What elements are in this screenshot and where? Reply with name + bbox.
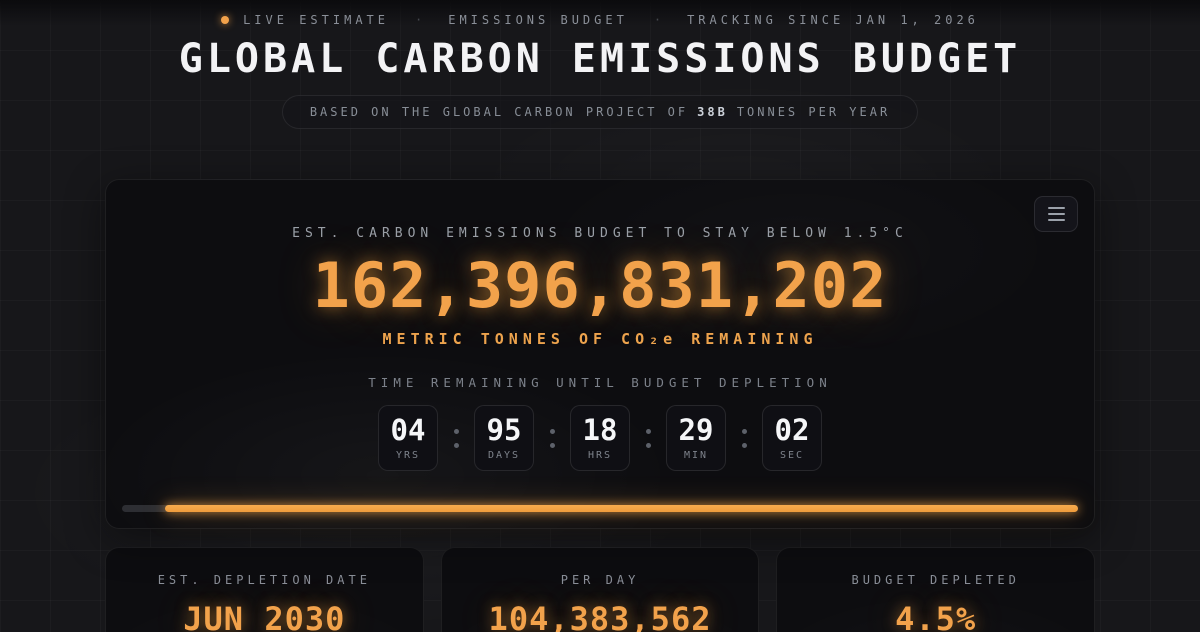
countdown-separator — [738, 405, 750, 471]
countdown-hours: 18 HRS — [570, 405, 630, 471]
countdown-seconds-label: SEC — [779, 449, 805, 461]
status-item-tracking: TRACKING SINCE JAN 1, 2026 — [687, 13, 979, 27]
countdown-days-label: DAYS — [487, 449, 521, 461]
countdown-separator — [546, 405, 558, 471]
page-title: GLOBAL CARBON EMISSIONS BUDGET — [178, 36, 1022, 82]
stat-value: 4.5% — [895, 600, 977, 632]
hamburger-menu-icon — [1047, 207, 1065, 209]
countdown-minutes: 29 MIN — [666, 405, 726, 471]
countdown-hours-value: 18 — [582, 412, 618, 447]
budget-remaining-value: 162,396,831,202 — [312, 249, 888, 322]
stats-row: EST. DEPLETION DATE JUN 2030 PER DAY 104… — [105, 547, 1096, 632]
subtitle-pill: BASED ON THE GLOBAL CARBON PROJECT OF 38… — [281, 95, 919, 129]
countdown-days-value: 95 — [486, 412, 522, 447]
menu-button[interactable] — [1034, 196, 1078, 232]
countdown-years-value: 04 — [390, 412, 426, 447]
budget-card-label: EST. CARBON EMISSIONS BUDGET TO STAY BEL… — [292, 226, 908, 241]
live-dot-icon — [221, 16, 230, 24]
live-estimate-badge: LIVE ESTIMATE — [221, 13, 389, 27]
stat-value: JUN 2030 — [183, 600, 346, 632]
countdown-days: 95 DAYS — [474, 405, 534, 471]
countdown: 04 YRS 95 DAYS 18 HRS 29 MIN 02 SEC — [122, 405, 1078, 471]
countdown-minutes-value: 29 — [678, 412, 714, 447]
stat-label: PER DAY — [560, 573, 640, 587]
stat-card-depletion-date: EST. DEPLETION DATE JUN 2030 — [105, 547, 424, 632]
separator-dot: · — [653, 13, 662, 27]
countdown-seconds-value: 02 — [774, 412, 810, 447]
subtitle-highlight: 38B — [697, 105, 728, 119]
countdown-separator — [450, 405, 462, 471]
stat-card-budget-depleted: BUDGET DEPLETED 4.5% — [776, 547, 1096, 632]
stat-label: BUDGET DEPLETED — [851, 573, 1020, 587]
progress-remaining-fill — [165, 505, 1078, 512]
countdown-years-label: YRS — [395, 449, 421, 461]
countdown-seconds: 02 SEC — [762, 405, 822, 471]
stat-card-per-day: PER DAY 104,383,562 — [440, 547, 760, 632]
separator-dot: · — [415, 13, 423, 27]
stat-label: EST. DEPLETION DATE — [157, 573, 371, 587]
live-estimate-label: LIVE ESTIMATE — [243, 13, 389, 27]
subtitle-suffix: TONNES PER YEAR — [736, 105, 891, 119]
stat-value: 104,383,562 — [488, 600, 712, 632]
countdown-separator — [642, 405, 654, 471]
subtitle-prefix: BASED ON THE GLOBAL CARBON PROJECT OF — [309, 105, 689, 119]
countdown-years: 04 YRS — [378, 405, 438, 471]
budget-progress-bar — [122, 505, 1078, 512]
budget-unit-label: METRIC TONNES OF CO₂e REMAINING — [382, 330, 818, 348]
status-item-budget: EMISSIONS BUDGET — [448, 13, 628, 27]
countdown-hours-label: HRS — [587, 449, 613, 461]
status-bar: LIVE ESTIMATE · EMISSIONS BUDGET · TRACK… — [0, 0, 1200, 27]
countdown-minutes-label: MIN — [683, 449, 709, 461]
budget-card: EST. CARBON EMISSIONS BUDGET TO STAY BEL… — [105, 179, 1095, 529]
countdown-label: TIME REMAINING UNTIL BUDGET DEPLETION — [368, 375, 832, 390]
